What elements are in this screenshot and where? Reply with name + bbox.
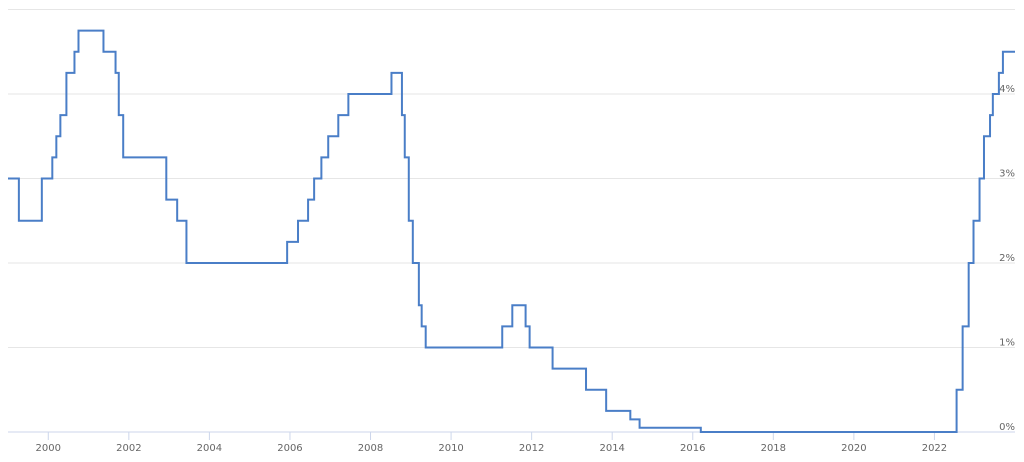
rate-line bbox=[8, 29, 1015, 433]
x-tick-label: 2016 bbox=[680, 443, 705, 454]
x-tick-label: 2008 bbox=[358, 443, 383, 454]
y-tick-label: 1% bbox=[999, 338, 1015, 349]
x-tick-label: 2022 bbox=[922, 443, 947, 454]
x-tick-label: 2006 bbox=[277, 443, 302, 454]
y-tick-label: 3% bbox=[999, 169, 1015, 180]
x-tick-label: 2010 bbox=[438, 443, 463, 454]
x-tick-label: 2002 bbox=[116, 443, 141, 454]
y-tick-label: 4% bbox=[999, 84, 1015, 95]
x-tick-label: 2012 bbox=[519, 443, 544, 454]
y-tick-label: 0% bbox=[999, 422, 1015, 433]
x-tick-label: 2004 bbox=[197, 443, 222, 454]
x-tick-label: 2014 bbox=[599, 443, 624, 454]
x-tick-label: 2020 bbox=[841, 443, 866, 454]
x-tick-label: 2000 bbox=[36, 443, 61, 454]
y-tick-label: 2% bbox=[999, 253, 1015, 264]
x-tick-label: 2018 bbox=[761, 443, 786, 454]
